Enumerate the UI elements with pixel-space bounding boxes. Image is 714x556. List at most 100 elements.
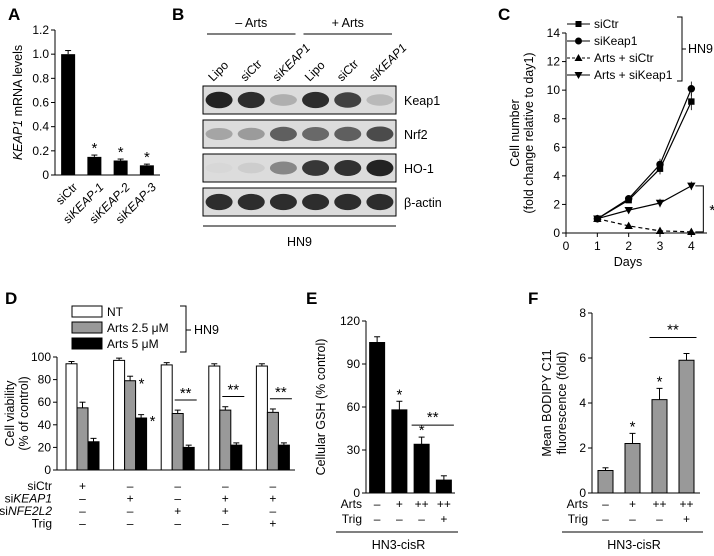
panel-f-significance: * [630, 418, 636, 435]
panel-b-band [366, 193, 394, 211]
panel-d-condition-mark: – [270, 479, 277, 493]
panel-d-bar [160, 364, 173, 471]
panel-d-y-tick-label: 40 [38, 418, 52, 432]
panel-a-y-tick-label: 1.2 [32, 23, 49, 37]
panel-b-lane-label: Lipo [205, 58, 231, 84]
panel-a-y-tick-label: 0.2 [32, 144, 49, 158]
panel-d-condition-mark: – [127, 517, 134, 531]
panel-b-band [269, 126, 297, 142]
panel-c-y-tick-label: 4 [553, 169, 560, 183]
panel-d-significance: ** [227, 382, 239, 399]
panel-d-condition-mark: + [269, 492, 276, 506]
panel-e-significance: * [419, 422, 425, 439]
panel-f-condition-label: Trig [568, 512, 588, 526]
panel-d-condition-label: Trig [32, 517, 52, 531]
panel-b-band [302, 91, 330, 109]
panel-e-bar [369, 342, 386, 494]
panel-e-significance: ** [427, 409, 439, 426]
panel-d-bar [76, 407, 89, 471]
panel-e-cell-line-label: HN3-cisR [372, 538, 425, 552]
panel-a-y-tick-label: 0.8 [32, 71, 49, 85]
panel-f-bar [678, 359, 695, 494]
panel-c-legend-entry: Arts + siCtr [594, 51, 654, 65]
panel-c-legend-brace [677, 16, 686, 82]
panel-c-data-point [687, 85, 696, 93]
panel-a-bar [61, 54, 76, 175]
panel-b-band [302, 193, 330, 211]
panel-d-legend-swatch [71, 337, 103, 350]
panel-e-condition-mark: – [374, 512, 381, 526]
panel-f-bar [597, 470, 614, 494]
panel-d-y-label: (% of control) [17, 376, 31, 450]
panel-f-bar [624, 443, 641, 494]
panel-labels: A B C D E F [5, 5, 538, 308]
panel-d-legend-swatch [71, 321, 103, 334]
panel-d-condition-label: siCtr [27, 479, 52, 493]
panel-b-band [269, 193, 297, 211]
panel-c-data-point [655, 226, 665, 235]
panel-d-condition-label: siNFE2L2 [0, 504, 52, 518]
panel-b-band [302, 160, 330, 176]
panel-label-d: D [5, 289, 17, 308]
panel-d-significance: ** [180, 385, 192, 402]
panel-a-bar [87, 156, 102, 175]
panel-c-legend-entry: siKeap1 [594, 34, 638, 48]
panel-a-y-tick-label: 0 [42, 168, 49, 182]
panel-a-bar [139, 165, 154, 175]
panel-e-condition-mark: + [396, 497, 403, 511]
panel-d-bar [230, 444, 243, 471]
panel-e-condition-mark: ++ [415, 497, 429, 511]
panel-c-legend-marker [574, 54, 583, 61]
panel-f-y-tick-label: 0 [579, 486, 586, 500]
panel-d-condition-mark: + [269, 517, 276, 531]
panel-c-legend-entry: Arts + siKeap1 [594, 68, 673, 82]
panel-c-data-point [655, 199, 665, 208]
panel-d-significance: ** [275, 384, 287, 401]
panel-f-cell-line-label: HN3-cisR [607, 538, 660, 552]
panel-e-significance: * [396, 386, 402, 403]
panel-b-group-label: + Arts [332, 16, 364, 30]
panel-d-y-tick-label: 100 [31, 350, 51, 364]
panel-e-condition-mark: – [374, 497, 381, 511]
panel-d-condition-label: siKEAP1 [5, 492, 52, 506]
panel-b-band [302, 126, 330, 142]
panel-f-y-label: Mean BODIPY C11 [540, 349, 554, 456]
panel-c-data-point [624, 221, 633, 230]
panel-b-blot-frame [202, 153, 397, 183]
panel-d-y-tick-label: 80 [38, 373, 52, 387]
panel-f-condition-mark: ++ [679, 497, 693, 511]
panel-f-condition-mark: – [656, 512, 663, 526]
panel-d-legend-group-label: HN9 [194, 323, 219, 337]
panel-c-data-point [624, 206, 633, 215]
panel-c-data-point [624, 195, 633, 203]
panel-b-lane-label: siKEAP1 [366, 41, 409, 84]
panel-c-x-tick-label: 1 [594, 239, 601, 253]
panel-c-y-tick-label: 6 [553, 140, 560, 154]
panel-c-y-tick-label: 10 [547, 83, 561, 97]
panel-d-bar [171, 413, 184, 471]
panel-d-condition-mark: + [127, 492, 134, 506]
panel-c-x-tick-label: 4 [688, 239, 695, 253]
panel-d-bar [208, 365, 221, 471]
panel-f-condition-label: Arts [567, 497, 588, 511]
panel-f-y-tick-label: 8 [579, 306, 586, 320]
panel-f-y-tick-label: 6 [579, 351, 586, 365]
panel-a-y-tick-label: 0.6 [32, 96, 49, 110]
panel-a-y-label: KEAP1 mRNA levels [11, 45, 25, 160]
panel-b-band [205, 162, 233, 174]
panel-d-bar [266, 411, 279, 471]
panel-a-significance: * [118, 144, 124, 161]
panel-e-y-tick-label: 90 [347, 357, 361, 371]
panel-f-bar [651, 399, 668, 494]
panel-e-condition-label: Trig [342, 512, 362, 526]
panel-d-y-tick-label: 20 [38, 440, 52, 454]
panel-d-bar [219, 409, 232, 471]
panel-f-condition-mark: + [629, 497, 636, 511]
panel-d-bar [87, 441, 100, 471]
panel-b-band [334, 92, 362, 108]
panel-a-significance: * [91, 140, 97, 157]
panel-d-condition-mark: – [174, 517, 181, 531]
panel-b-band-label: Keap1 [404, 94, 440, 108]
panel-d-bar [255, 365, 268, 471]
